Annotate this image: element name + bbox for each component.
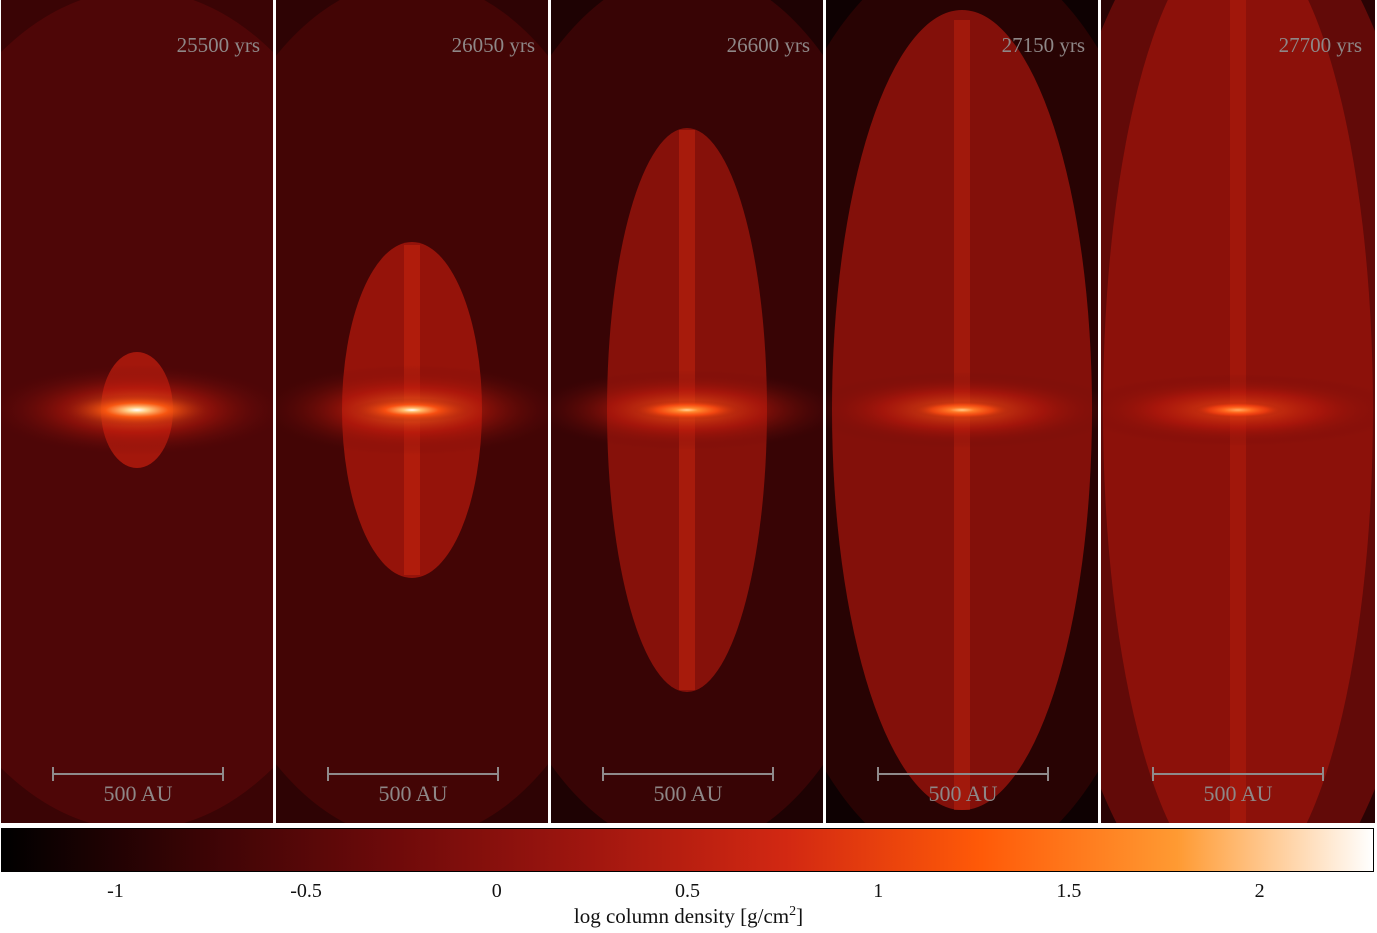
colorbar-tick-label: 0: [491, 880, 502, 902]
colorbar: [1, 828, 1374, 872]
scale-label: 500 AU: [1203, 781, 1273, 806]
scale-bar: [1152, 767, 1324, 781]
colorbar-tick-label: 0.5: [675, 880, 700, 902]
time-label: 26600 yrs: [726, 33, 810, 57]
density-map: [1, 0, 273, 823]
time-label: 25500 yrs: [176, 33, 260, 57]
simulation-panel-5: 27700 yrs 500 AU: [1101, 0, 1375, 823]
time-label: 26050 yrs: [451, 33, 535, 57]
density-map: [551, 0, 823, 823]
density-map: [1101, 0, 1375, 823]
colorbar-tick-label: 1.5: [1056, 880, 1082, 902]
scale-bar: [327, 767, 499, 781]
scale-label: 500 AU: [378, 781, 448, 806]
density-map: [826, 0, 1098, 823]
scale-bar: [877, 767, 1049, 781]
scale-label: 500 AU: [653, 781, 723, 806]
time-label: 27700 yrs: [1278, 33, 1362, 57]
simulation-panel-2: 26050 yrs 500 AU: [276, 0, 548, 823]
simulation-panel-3: 26600 yrs 500 AU: [551, 0, 823, 823]
simulation-panel-4: 27150 yrs 500 AU: [826, 0, 1098, 823]
density-map: [276, 0, 548, 823]
colorbar-tick-label: 1: [873, 880, 884, 902]
colorbar-label: log column density [g/cm2]: [573, 904, 804, 928]
colorbar-tick-label: 2: [1254, 880, 1265, 902]
colorbar-tick-label: -1: [107, 880, 124, 902]
scale-label: 500 AU: [103, 781, 173, 806]
scale-bar: [602, 767, 774, 781]
time-label: 27150 yrs: [1001, 33, 1085, 57]
colorbar-tick-label: -0.5: [290, 880, 322, 902]
scale-bar: [52, 767, 224, 781]
simulation-panel-1: 25500 yrs 500 AU: [1, 0, 273, 823]
scale-label: 500 AU: [928, 781, 998, 806]
